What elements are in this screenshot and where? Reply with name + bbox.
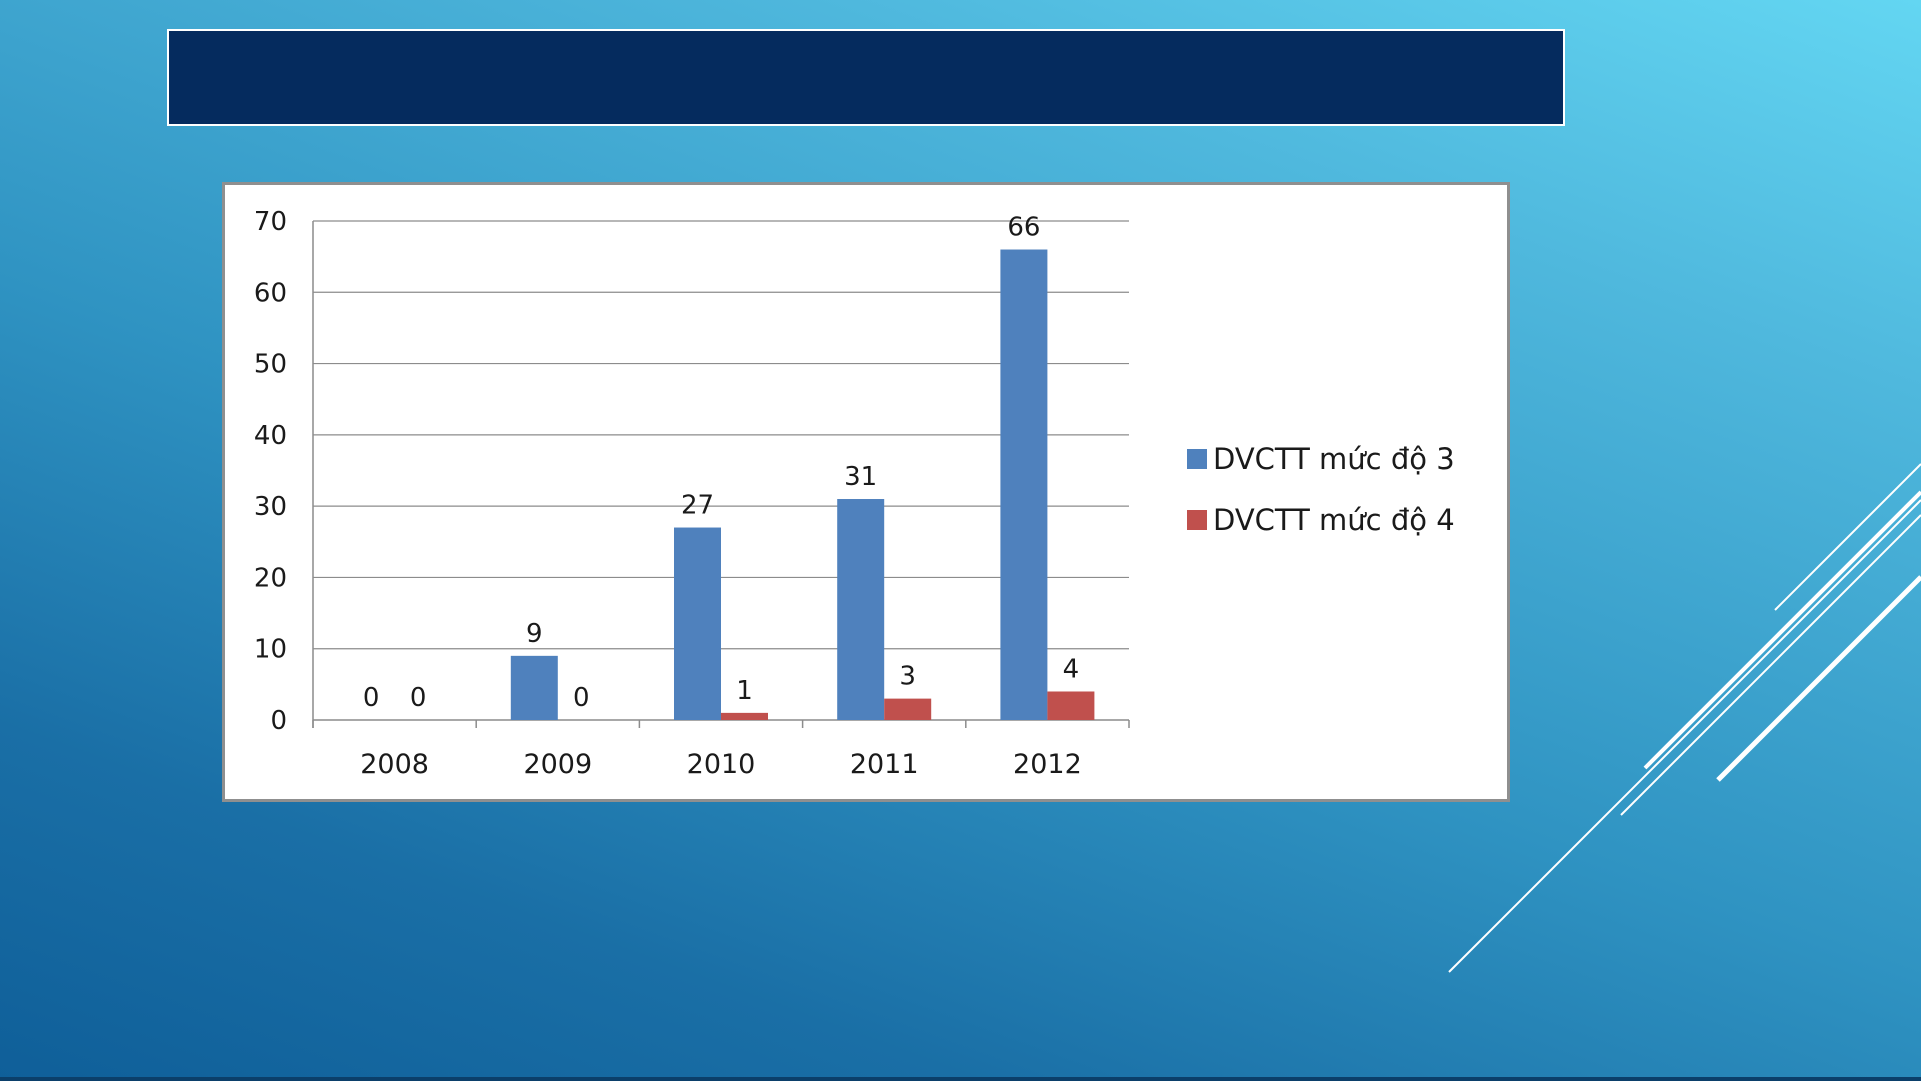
data-label: 0 [573,683,590,713]
y-tick-label: 60 [254,278,287,308]
bar-2 [721,712,768,720]
y-tick-label: 30 [254,492,287,522]
chart-panel: 0 10 20 30 40 50 60 70 2008 2009 2010 2011 2012 0 9 27 3… [222,182,1510,802]
bar-1 [674,527,721,720]
data-label: 27 [681,491,714,521]
bar-1 [837,499,885,720]
data-label: 0 [410,683,427,713]
bar-1 [510,655,558,720]
data-label: 9 [526,619,543,649]
legend-label-2: DVCTT mức độ 4 [1213,503,1455,537]
data-label: 0 [363,683,380,713]
legend-label-1: DVCTT mức độ 3 [1213,442,1455,476]
x-tick-label: 2008 [360,749,429,780]
y-tick-label: 10 [254,635,287,665]
bottom-strip [0,1077,1921,1081]
y-tick-label: 40 [254,421,287,451]
y-tick-label: 20 [254,563,287,593]
legend-swatch-2 [1187,510,1207,530]
x-tick-label: 2010 [687,749,756,780]
legend-swatch-1 [1187,449,1207,469]
x-tick-label: 2009 [523,749,592,780]
x-tick-label: 2012 [1013,749,1082,780]
data-label: 3 [899,662,916,692]
y-tick-label: 0 [270,706,287,736]
data-label: 66 [1007,213,1040,243]
x-tick-label: 2011 [850,749,919,780]
bar-2 [884,698,932,720]
data-label: 31 [844,462,877,492]
data-label: 1 [736,676,753,706]
bar-2 [1047,691,1095,720]
y-tick-label: 50 [254,350,287,380]
data-label: 4 [1063,654,1080,684]
y-tick-label: 70 [254,207,287,237]
bar-1 [1000,249,1048,720]
slide-title-bar [167,29,1565,126]
